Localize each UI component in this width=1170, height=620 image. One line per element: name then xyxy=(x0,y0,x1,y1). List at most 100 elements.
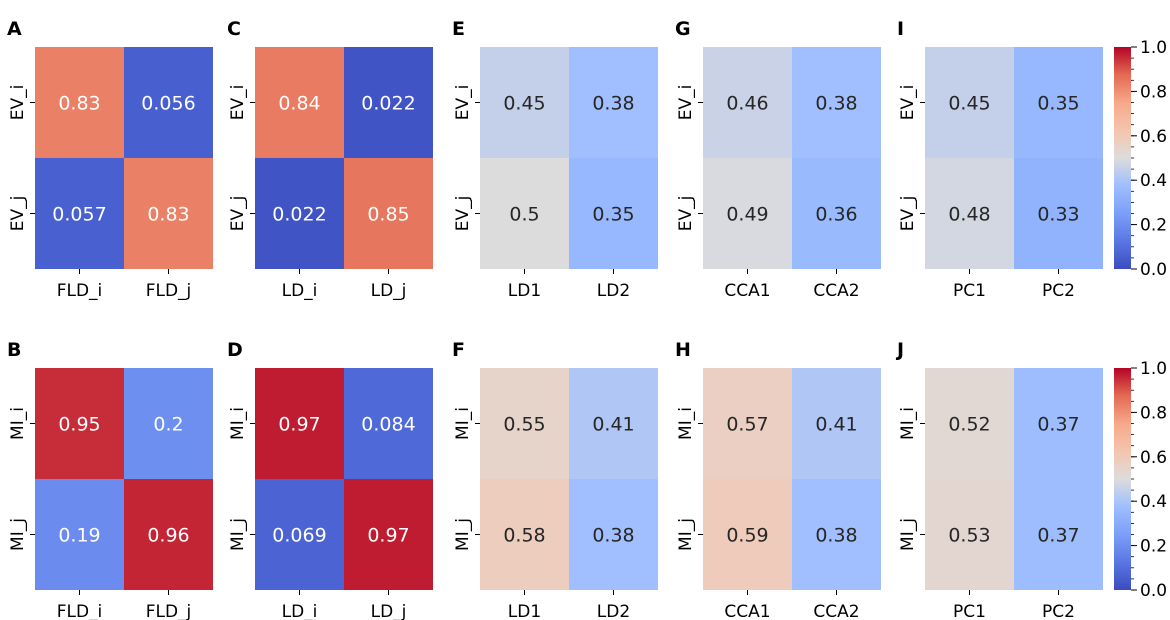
panel-letter: H xyxy=(675,339,691,361)
cell-value-label: 0.19 xyxy=(58,525,100,547)
cell-value-label: 0.33 xyxy=(1037,204,1079,226)
heatmap-panel-g: G 0.46 0.38 0.49 0.36 CCA1 CCA2 EV_i EV_j xyxy=(675,18,881,301)
x-tick-label: CCA2 xyxy=(813,281,859,301)
heatmap-cell xyxy=(480,368,569,479)
colorbar-tick-label: 0.2 xyxy=(1140,216,1167,236)
cell-value-label: 0.36 xyxy=(815,204,857,226)
cell-value-label: 0.38 xyxy=(815,525,857,547)
y-tick-label: MI_j xyxy=(898,518,918,551)
colorbar-tick-label: 0.4 xyxy=(1140,171,1167,191)
y-tick-label: EV_i xyxy=(453,85,473,121)
panel-letter: D xyxy=(227,339,243,361)
heatmap-panel-f: F 0.55 0.41 0.58 0.38 LD1 LD2 MI_i MI_j xyxy=(452,339,658,620)
y-tick-label: EV_i xyxy=(228,85,248,121)
colorbar-tick-label: 0.0 xyxy=(1140,581,1167,601)
y-tick-label: MI_j xyxy=(228,518,248,551)
colorbar-tick-label: 1.0 xyxy=(1140,38,1167,58)
heatmap-cell xyxy=(255,479,344,590)
cell-value-label: 0.48 xyxy=(948,204,990,226)
y-tick-label: EV_i xyxy=(898,85,918,121)
cell-value-label: 0.056 xyxy=(141,93,195,115)
cell-value-label: 0.38 xyxy=(592,525,634,547)
heatmap-panel-h: H 0.57 0.41 0.59 0.38 CCA1 CCA2 MI_i MI_j xyxy=(675,339,881,620)
cell-value-label: 0.057 xyxy=(52,204,106,226)
x-tick-label: CCA1 xyxy=(724,281,770,301)
heatmap-panel-i: I 0.45 0.35 0.48 0.33 PC1 PC2 EV_i EV_j xyxy=(897,18,1103,301)
cell-value-label: 0.35 xyxy=(592,204,634,226)
x-tick-label: LD_j xyxy=(371,602,407,620)
x-tick-label: LD1 xyxy=(508,281,541,301)
cell-value-label: 0.2 xyxy=(153,414,183,436)
cell-value-label: 0.85 xyxy=(367,204,409,226)
panel-letter: E xyxy=(452,18,465,40)
heatmap-cell xyxy=(124,368,213,479)
heatmap-cell xyxy=(703,368,792,479)
y-tick-label: EV_j xyxy=(8,196,28,232)
x-tick-label: LD1 xyxy=(508,602,541,620)
heatmap-cell xyxy=(480,158,569,269)
y-tick-label: MI_i xyxy=(228,407,248,440)
y-tick-label: MI_j xyxy=(8,518,28,551)
cell-value-label: 0.95 xyxy=(58,414,100,436)
heatmap-cell xyxy=(925,479,1014,590)
x-tick-label: LD_j xyxy=(371,281,407,301)
heatmap-cell xyxy=(480,479,569,590)
x-tick-label: FLD_j xyxy=(146,602,192,620)
heatmap-cell xyxy=(480,47,569,158)
y-tick-label: MI_j xyxy=(676,518,696,551)
panel-letter: C xyxy=(227,18,241,40)
heatmap-cell xyxy=(703,47,792,158)
cell-value-label: 0.45 xyxy=(503,93,545,115)
heatmap-cell xyxy=(1014,479,1103,590)
heatmap-panel-d: D 0.97 0.084 0.069 0.97 LD_i LD_j MI_i MI_j xyxy=(227,339,433,620)
heatmap-cell xyxy=(569,479,658,590)
x-tick-label: FLD_i xyxy=(57,602,103,620)
heatmap-cell xyxy=(1014,368,1103,479)
cell-value-label: 0.58 xyxy=(503,525,545,547)
heatmap-cell xyxy=(35,368,124,479)
cell-value-label: 0.45 xyxy=(948,93,990,115)
x-tick-label: PC1 xyxy=(953,281,986,301)
x-tick-label: FLD_i xyxy=(57,281,103,301)
heatmap-cell xyxy=(255,368,344,479)
heatmap-cell xyxy=(255,47,344,158)
x-tick-label: CCA2 xyxy=(813,602,859,620)
cell-value-label: 0.37 xyxy=(1037,525,1079,547)
heatmap-cell xyxy=(703,158,792,269)
heatmap-cell xyxy=(569,158,658,269)
panel-letter: F xyxy=(452,339,465,361)
panel-letter: A xyxy=(7,18,22,40)
colorbar-gradient xyxy=(1114,368,1131,590)
colorbar: 0.0 0.2 0.4 0.6 0.8 1.0 xyxy=(1114,38,1167,280)
heatmap-cell xyxy=(569,368,658,479)
heatmap-cell xyxy=(255,158,344,269)
cell-value-label: 0.022 xyxy=(272,204,326,226)
cell-value-label: 0.97 xyxy=(367,525,409,547)
y-tick-label: MI_i xyxy=(453,407,473,440)
cell-value-label: 0.83 xyxy=(147,204,189,226)
heatmap-cell xyxy=(1014,47,1103,158)
cell-value-label: 0.35 xyxy=(1037,93,1079,115)
y-tick-label: MI_i xyxy=(8,407,28,440)
x-tick-label: FLD_j xyxy=(146,281,192,301)
cell-value-label: 0.38 xyxy=(815,93,857,115)
heatmap-cell xyxy=(35,47,124,158)
y-tick-label: MI_i xyxy=(898,407,918,440)
y-tick-label: EV_j xyxy=(898,196,918,232)
x-tick-label: PC2 xyxy=(1042,602,1075,620)
heatmap-cell xyxy=(344,479,433,590)
heatmap-cell xyxy=(925,47,1014,158)
heatmap-cell xyxy=(925,158,1014,269)
y-tick-label: MI_i xyxy=(676,407,696,440)
colorbar-tick-label: 0.6 xyxy=(1140,127,1167,147)
colorbar-tick-label: 0.8 xyxy=(1140,403,1167,423)
heatmap-panel-a: A 0.83 0.056 0.057 0.83 FLD_i FLD_j EV_i EV_j xyxy=(7,18,213,301)
cell-value-label: 0.41 xyxy=(815,414,857,436)
y-tick-label: MI_j xyxy=(453,518,473,551)
heatmap-cell xyxy=(792,368,881,479)
heatmap-cell xyxy=(792,479,881,590)
cell-value-label: 0.084 xyxy=(361,414,415,436)
heatmap-cell xyxy=(344,47,433,158)
heatmap-cell xyxy=(703,479,792,590)
